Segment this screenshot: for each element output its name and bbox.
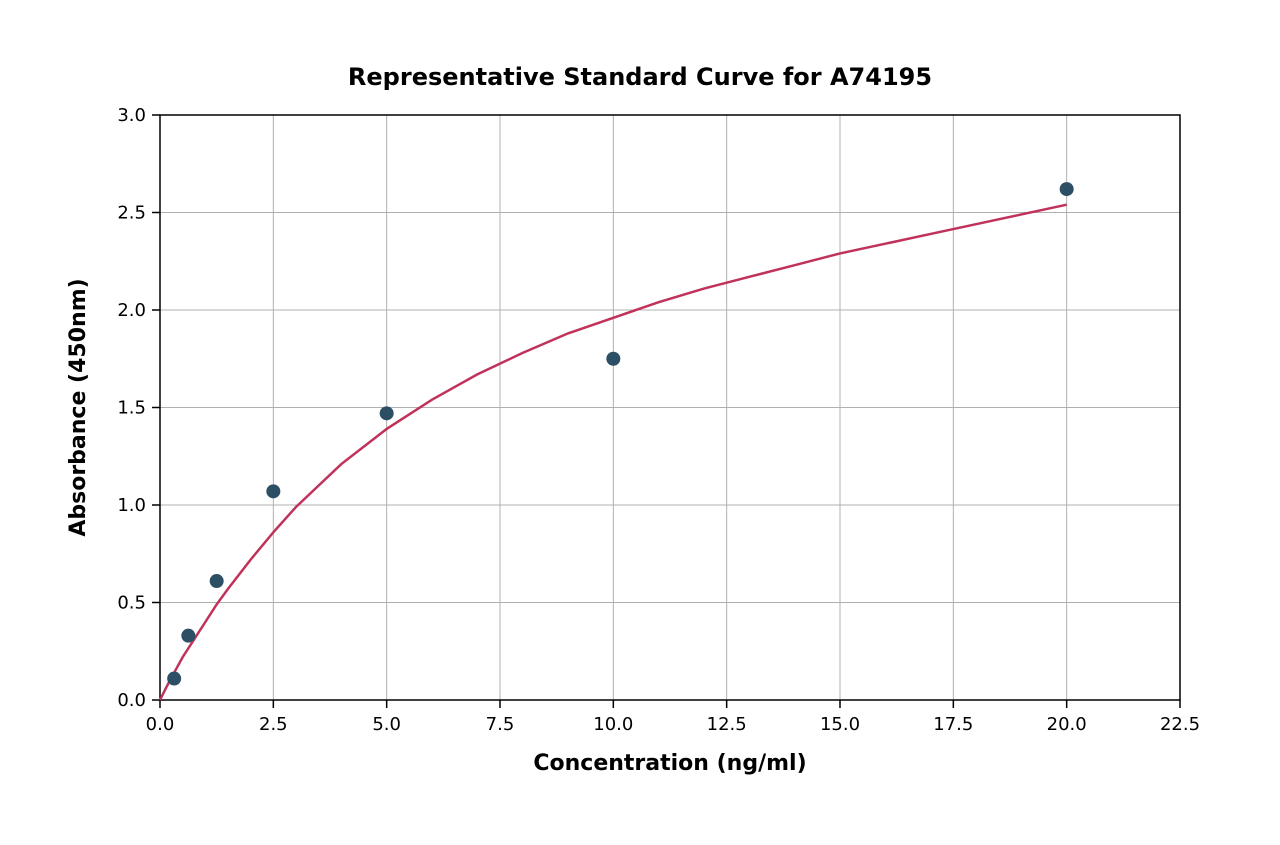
x-ticks: 0.0 2.5 5.0 7.5 10.0 12.5 15.0 17.5 20.0 22.5 xyxy=(146,700,1200,735)
y-ticks: 0.0 0.5 1.0 1.5 2.0 2.5 3.0 xyxy=(117,105,160,711)
x-tick-label: 2.5 xyxy=(259,714,288,735)
chart-container: Representative Standard Curve for A74195… xyxy=(0,0,1280,845)
x-tick-label: 22.5 xyxy=(1160,714,1200,735)
x-tick-label: 15.0 xyxy=(820,714,860,735)
data-point xyxy=(380,406,394,420)
x-tick-label: 17.5 xyxy=(933,714,973,735)
x-axis-label: Concentration (ng/ml) xyxy=(533,751,806,776)
x-tick-label: 20.0 xyxy=(1047,714,1087,735)
data-point xyxy=(210,574,224,588)
data-points xyxy=(167,182,1073,685)
y-tick-label: 3.0 xyxy=(117,105,146,126)
y-tick-label: 2.5 xyxy=(117,203,146,224)
x-tick-label: 7.5 xyxy=(486,714,515,735)
y-tick-label: 0.5 xyxy=(117,593,146,614)
x-tick-label: 12.5 xyxy=(707,714,747,735)
data-point xyxy=(1060,182,1074,196)
x-tick-label: 0.0 xyxy=(146,714,175,735)
data-point xyxy=(606,352,620,366)
x-tick-label: 10.0 xyxy=(593,714,633,735)
data-point xyxy=(181,629,195,643)
data-point xyxy=(167,672,181,686)
chart-title: Representative Standard Curve for A74195 xyxy=(348,63,932,91)
y-tick-label: 1.0 xyxy=(117,495,146,516)
y-axis-label: Absorbance (450nm) xyxy=(66,278,91,536)
y-tick-label: 0.0 xyxy=(117,690,146,711)
chart-svg: Representative Standard Curve for A74195… xyxy=(0,0,1280,845)
grid xyxy=(160,115,1180,700)
y-tick-label: 2.0 xyxy=(117,300,146,321)
data-point xyxy=(266,484,280,498)
x-tick-label: 5.0 xyxy=(372,714,401,735)
y-tick-label: 1.5 xyxy=(117,398,146,419)
